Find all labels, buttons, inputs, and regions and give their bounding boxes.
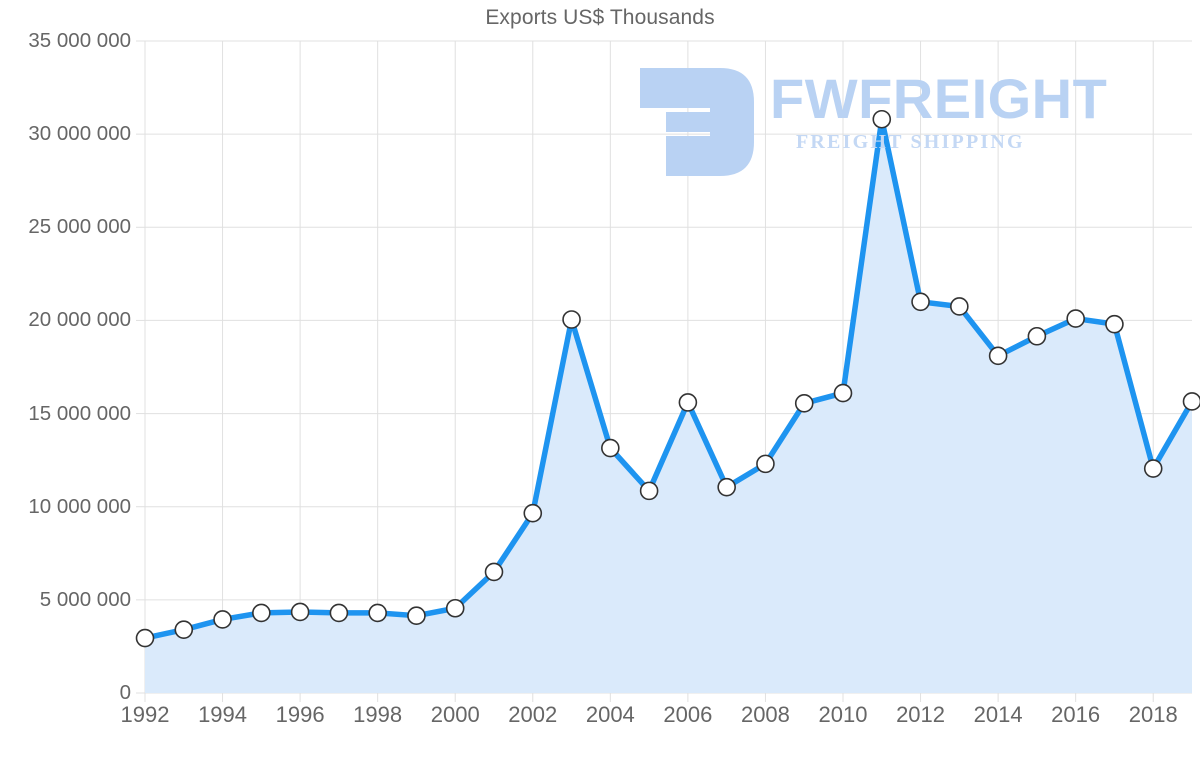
chart-title: Exports US$ Thousands: [485, 6, 715, 29]
data-point-marker[interactable]: [950, 297, 969, 316]
y-axis: 0 5 000 000 10 000 000 15 000 000 20 000 000…: [0, 0, 131, 763]
data-point-marker[interactable]: [174, 620, 194, 639]
x-axis-tick-label: 1994: [198, 702, 248, 727]
data-point-marker[interactable]: [329, 603, 349, 623]
series-line-path: [142, 116, 1195, 641]
data-point-marker[interactable]: [368, 603, 387, 623]
x-axis-tick-label: 2000: [430, 702, 480, 727]
data-point-marker[interactable]: [833, 383, 853, 403]
data-point-marker[interactable]: [756, 454, 775, 474]
data-point-marker[interactable]: [639, 481, 659, 501]
x-axis-tick-label: 2012: [896, 702, 946, 727]
x-axis-tick-label: 2010: [818, 702, 868, 727]
x-axis-tick-label: 1998: [353, 702, 403, 727]
y-axis-tick-label: 35 000 000: [28, 29, 131, 52]
data-point-marker[interactable]: [988, 346, 1008, 366]
data-point-marker[interactable]: [252, 603, 271, 623]
x-axis-tick-label: 2018: [1128, 702, 1178, 727]
x-axis-tick-label: 2006: [663, 702, 713, 727]
y-axis-tick-label: 15 000 000: [28, 401, 131, 425]
data-point-marker[interactable]: [484, 562, 504, 582]
x-axis-tick-label: 2002: [508, 702, 558, 727]
area-fill-path: [145, 119, 1192, 694]
data-point-marker[interactable]: [407, 606, 426, 625]
y-axis-tick-label: 0: [119, 681, 131, 704]
data-point-marker[interactable]: [213, 610, 232, 629]
x-axis-tick-label: 2016: [1051, 702, 1101, 727]
x-axis-tick-label: 1992: [120, 702, 170, 727]
y-axis-tick-label: 20 000 000: [28, 308, 131, 332]
x-axis-tick-label: 1996: [275, 702, 325, 727]
y-axis-tick-label: 5 000 000: [39, 587, 131, 611]
data-point-marker[interactable]: [1143, 459, 1163, 478]
data-point-markers[interactable]: [135, 109, 1200, 648]
data-point-marker[interactable]: [135, 628, 155, 648]
y-axis-tick-label: 30 000 000: [28, 122, 131, 146]
data-point-marker[interactable]: [290, 602, 310, 622]
data-point-marker[interactable]: [872, 109, 892, 129]
data-point-marker[interactable]: [1066, 309, 1085, 328]
data-point-marker[interactable]: [601, 438, 620, 458]
y-axis-tick-label: 10 000 000: [28, 494, 131, 518]
data-point-marker[interactable]: [562, 310, 581, 329]
data-point-marker[interactable]: [523, 503, 543, 523]
data-point-marker[interactable]: [1182, 392, 1200, 411]
x-axis-tick-label: 2014: [973, 702, 1023, 727]
data-point-marker[interactable]: [678, 393, 698, 412]
y-axis-tick-label: 25 000 000: [28, 215, 131, 239]
data-point-marker[interactable]: [1027, 326, 1047, 346]
data-point-marker[interactable]: [445, 598, 465, 618]
x-axis-tick-label: 2004: [585, 702, 635, 727]
data-point-marker[interactable]: [911, 292, 930, 312]
data-point-marker[interactable]: [1105, 314, 1124, 334]
data-point-marker[interactable]: [794, 394, 814, 413]
data-point-marker[interactable]: [717, 477, 736, 497]
x-axis-tick-label: 2008: [740, 702, 790, 727]
